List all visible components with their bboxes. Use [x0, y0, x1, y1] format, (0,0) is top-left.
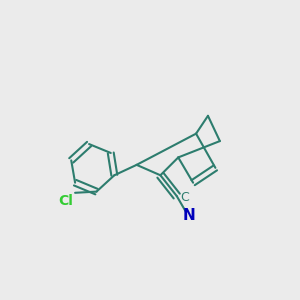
Text: Cl: Cl	[59, 194, 74, 208]
Text: N: N	[182, 208, 195, 224]
Text: C: C	[180, 191, 189, 204]
